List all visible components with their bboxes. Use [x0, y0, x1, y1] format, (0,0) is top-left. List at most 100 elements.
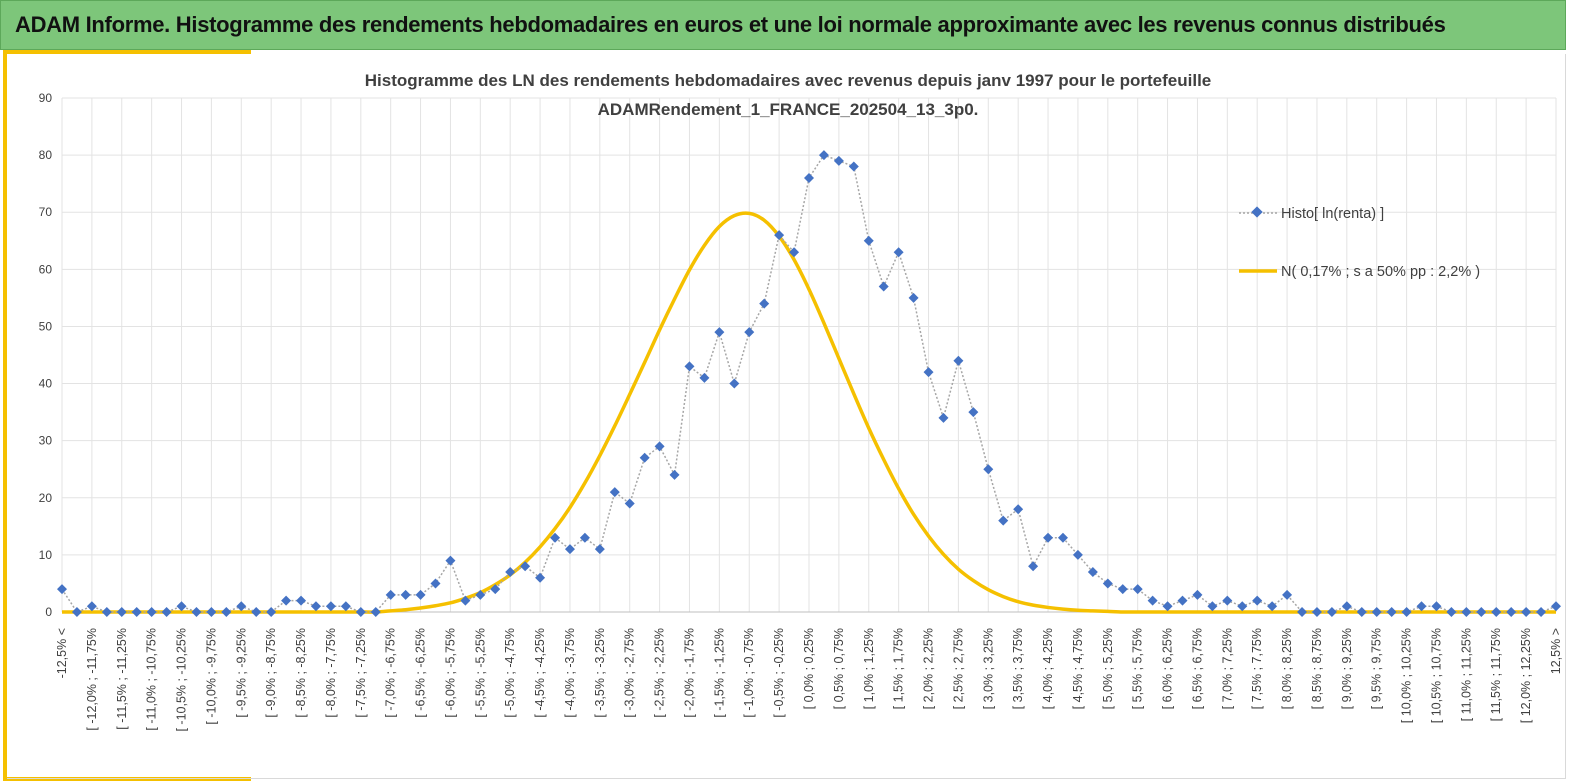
histogram-point: [953, 355, 964, 366]
histogram-point: [1356, 607, 1367, 617]
histogram-point: [131, 607, 142, 617]
histogram-point: [86, 601, 97, 612]
series: [57, 150, 1561, 617]
x-tick-label: [ 5,5% ; 5,75%: [1131, 628, 1145, 709]
histogram-point: [1222, 595, 1233, 606]
y-tick-label: 40: [39, 377, 53, 391]
histogram-point: [385, 589, 396, 600]
x-tick-label: -12,5% <: [55, 628, 69, 678]
histogram-point: [57, 584, 67, 595]
histogram-point: [818, 150, 829, 161]
histogram-point: [1013, 504, 1024, 515]
histogram-point: [669, 469, 680, 480]
title-banner: ADAM Informe. Histogramme des rendements…: [0, 0, 1566, 50]
legend-normal-label: N( 0,17% ; s a 50% pp : 2,2% ): [1281, 264, 1480, 280]
histogram-point: [1506, 607, 1517, 617]
y-tick-label: 80: [39, 148, 53, 162]
y-tick-label: 0: [45, 605, 52, 619]
chart-area: 0 10 20 30 40 50 60 70 80 90 -12,5% < [ -12,0% ; -…: [7, 54, 1566, 779]
chart-title: Histogramme des LN des rendements hebdom…: [365, 71, 1212, 119]
histogram-point: [684, 361, 695, 372]
x-tick-label: [ 10,0% ; 10,25%: [1400, 628, 1414, 723]
histogram-point: [1476, 607, 1487, 617]
histogram-point: [236, 601, 247, 612]
histogram-point: [325, 601, 336, 612]
histogram-point: [594, 544, 605, 555]
chart-title-line-1: Histogramme des LN des rendements hebdom…: [365, 71, 1212, 90]
histogram-point: [1461, 607, 1472, 617]
x-tick-label: [ -9,0% ; -8,75%: [264, 628, 278, 718]
histogram-point: [161, 607, 172, 617]
histogram-point: [759, 298, 770, 309]
histogram-point: [893, 247, 904, 258]
x-tick-label: [ 0,0% ; 0,25%: [802, 628, 816, 709]
x-tick-label: [ 1,0% ; 1,25%: [862, 628, 876, 709]
histogram-point: [310, 601, 321, 612]
histogram-point: [938, 412, 949, 423]
histogram-point: [251, 607, 262, 617]
histogram-point: [1536, 607, 1547, 617]
x-tick-label: [ 2,5% ; 2,75%: [951, 628, 965, 709]
x-tick-label: [ -2,0% ; -1,75%: [682, 628, 696, 718]
histogram-point: [923, 367, 934, 378]
histogram-point: [1117, 584, 1128, 595]
x-tick-label: [ 10,5% ; 10,75%: [1429, 628, 1443, 723]
histogram-point: [101, 607, 112, 617]
histogram-point: [833, 155, 844, 166]
histogram-point: [624, 498, 635, 509]
histogram-point: [400, 589, 411, 600]
histogram-point: [355, 607, 366, 617]
x-tick-label: [ -12,0% ; -11,75%: [85, 628, 99, 731]
x-tick-label: [ 8,5% ; 8,75%: [1310, 628, 1324, 709]
histogram-point: [983, 464, 994, 475]
x-tick-label: [ 6,0% ; 6,25%: [1161, 628, 1175, 709]
histogram-point: [281, 595, 292, 606]
x-tick-label: [ 4,0% ; 4,25%: [1041, 628, 1055, 709]
histogram-point: [878, 281, 889, 292]
histogram-point: [340, 601, 351, 612]
x-tick-label: [ -3,0% ; -2,75%: [623, 628, 637, 718]
x-tick-label: [ 6,5% ; 6,75%: [1190, 628, 1204, 709]
histogram-point: [1192, 589, 1203, 600]
histogram-point: [221, 607, 232, 617]
x-axis-ticks: -12,5% < [ -12,0% ; -11,75% [ -11,5% ; -11…: [55, 628, 1563, 732]
histogram-point: [116, 607, 127, 617]
histogram-point: [654, 441, 665, 452]
histogram-point: [579, 532, 590, 543]
x-tick-label: [ 1,5% ; 1,75%: [892, 628, 906, 709]
histogram-point: [1102, 578, 1113, 589]
histogram-point: [460, 595, 471, 606]
x-tick-label: [ 12,0% ; 12,25%: [1519, 628, 1533, 723]
histogram-point: [520, 561, 531, 572]
x-tick-label: [ 9,0% ; 9,25%: [1340, 628, 1354, 709]
histogram-point: [71, 607, 82, 617]
histogram-point: [475, 589, 486, 600]
accent-bar-left: [3, 50, 7, 781]
x-tick-label: [ -2,5% ; -2,25%: [653, 628, 667, 718]
histogram-point: [908, 292, 919, 303]
accent-bar-bottom: [3, 777, 251, 781]
x-tick-label: [ 7,5% ; 7,75%: [1250, 628, 1264, 709]
x-tick-label: [ -11,0% ; -10,75%: [145, 628, 159, 731]
histogram-point: [863, 235, 874, 246]
histogram-point: [1177, 595, 1188, 606]
x-tick-label: [ 5,0% ; 5,25%: [1101, 628, 1115, 709]
histogram-point: [1491, 607, 1502, 617]
histogram-point: [1326, 607, 1337, 617]
x-tick-label: [ 3,5% ; 3,75%: [1011, 628, 1025, 709]
histogram-point: [1043, 532, 1054, 543]
histogram-point: [1057, 532, 1068, 543]
x-tick-label: [ -5,5% ; -5,25%: [473, 628, 487, 718]
x-tick-label: [ 4,5% ; 4,75%: [1071, 628, 1085, 709]
x-tick-label: [ -5,0% ; -4,75%: [503, 628, 517, 718]
gridlines: [61, 97, 1557, 613]
histogram-point: [1207, 601, 1218, 612]
legend: Histo[ ln(renta) ] N( 0,17% ; s a 50% pp…: [1239, 206, 1480, 280]
histogram-point: [968, 407, 979, 418]
chart-title-line-2: ADAMRendement_1_FRANCE_202504_13_3p0.: [598, 100, 979, 119]
x-tick-label: [ -4,5% ; -4,25%: [533, 628, 547, 718]
x-tick-label: [ -6,0% ; -5,75%: [443, 628, 457, 718]
histogram-point: [564, 544, 575, 555]
histogram-point: [1521, 607, 1532, 617]
x-tick-label: [ 3,0% ; 3,25%: [981, 628, 995, 709]
